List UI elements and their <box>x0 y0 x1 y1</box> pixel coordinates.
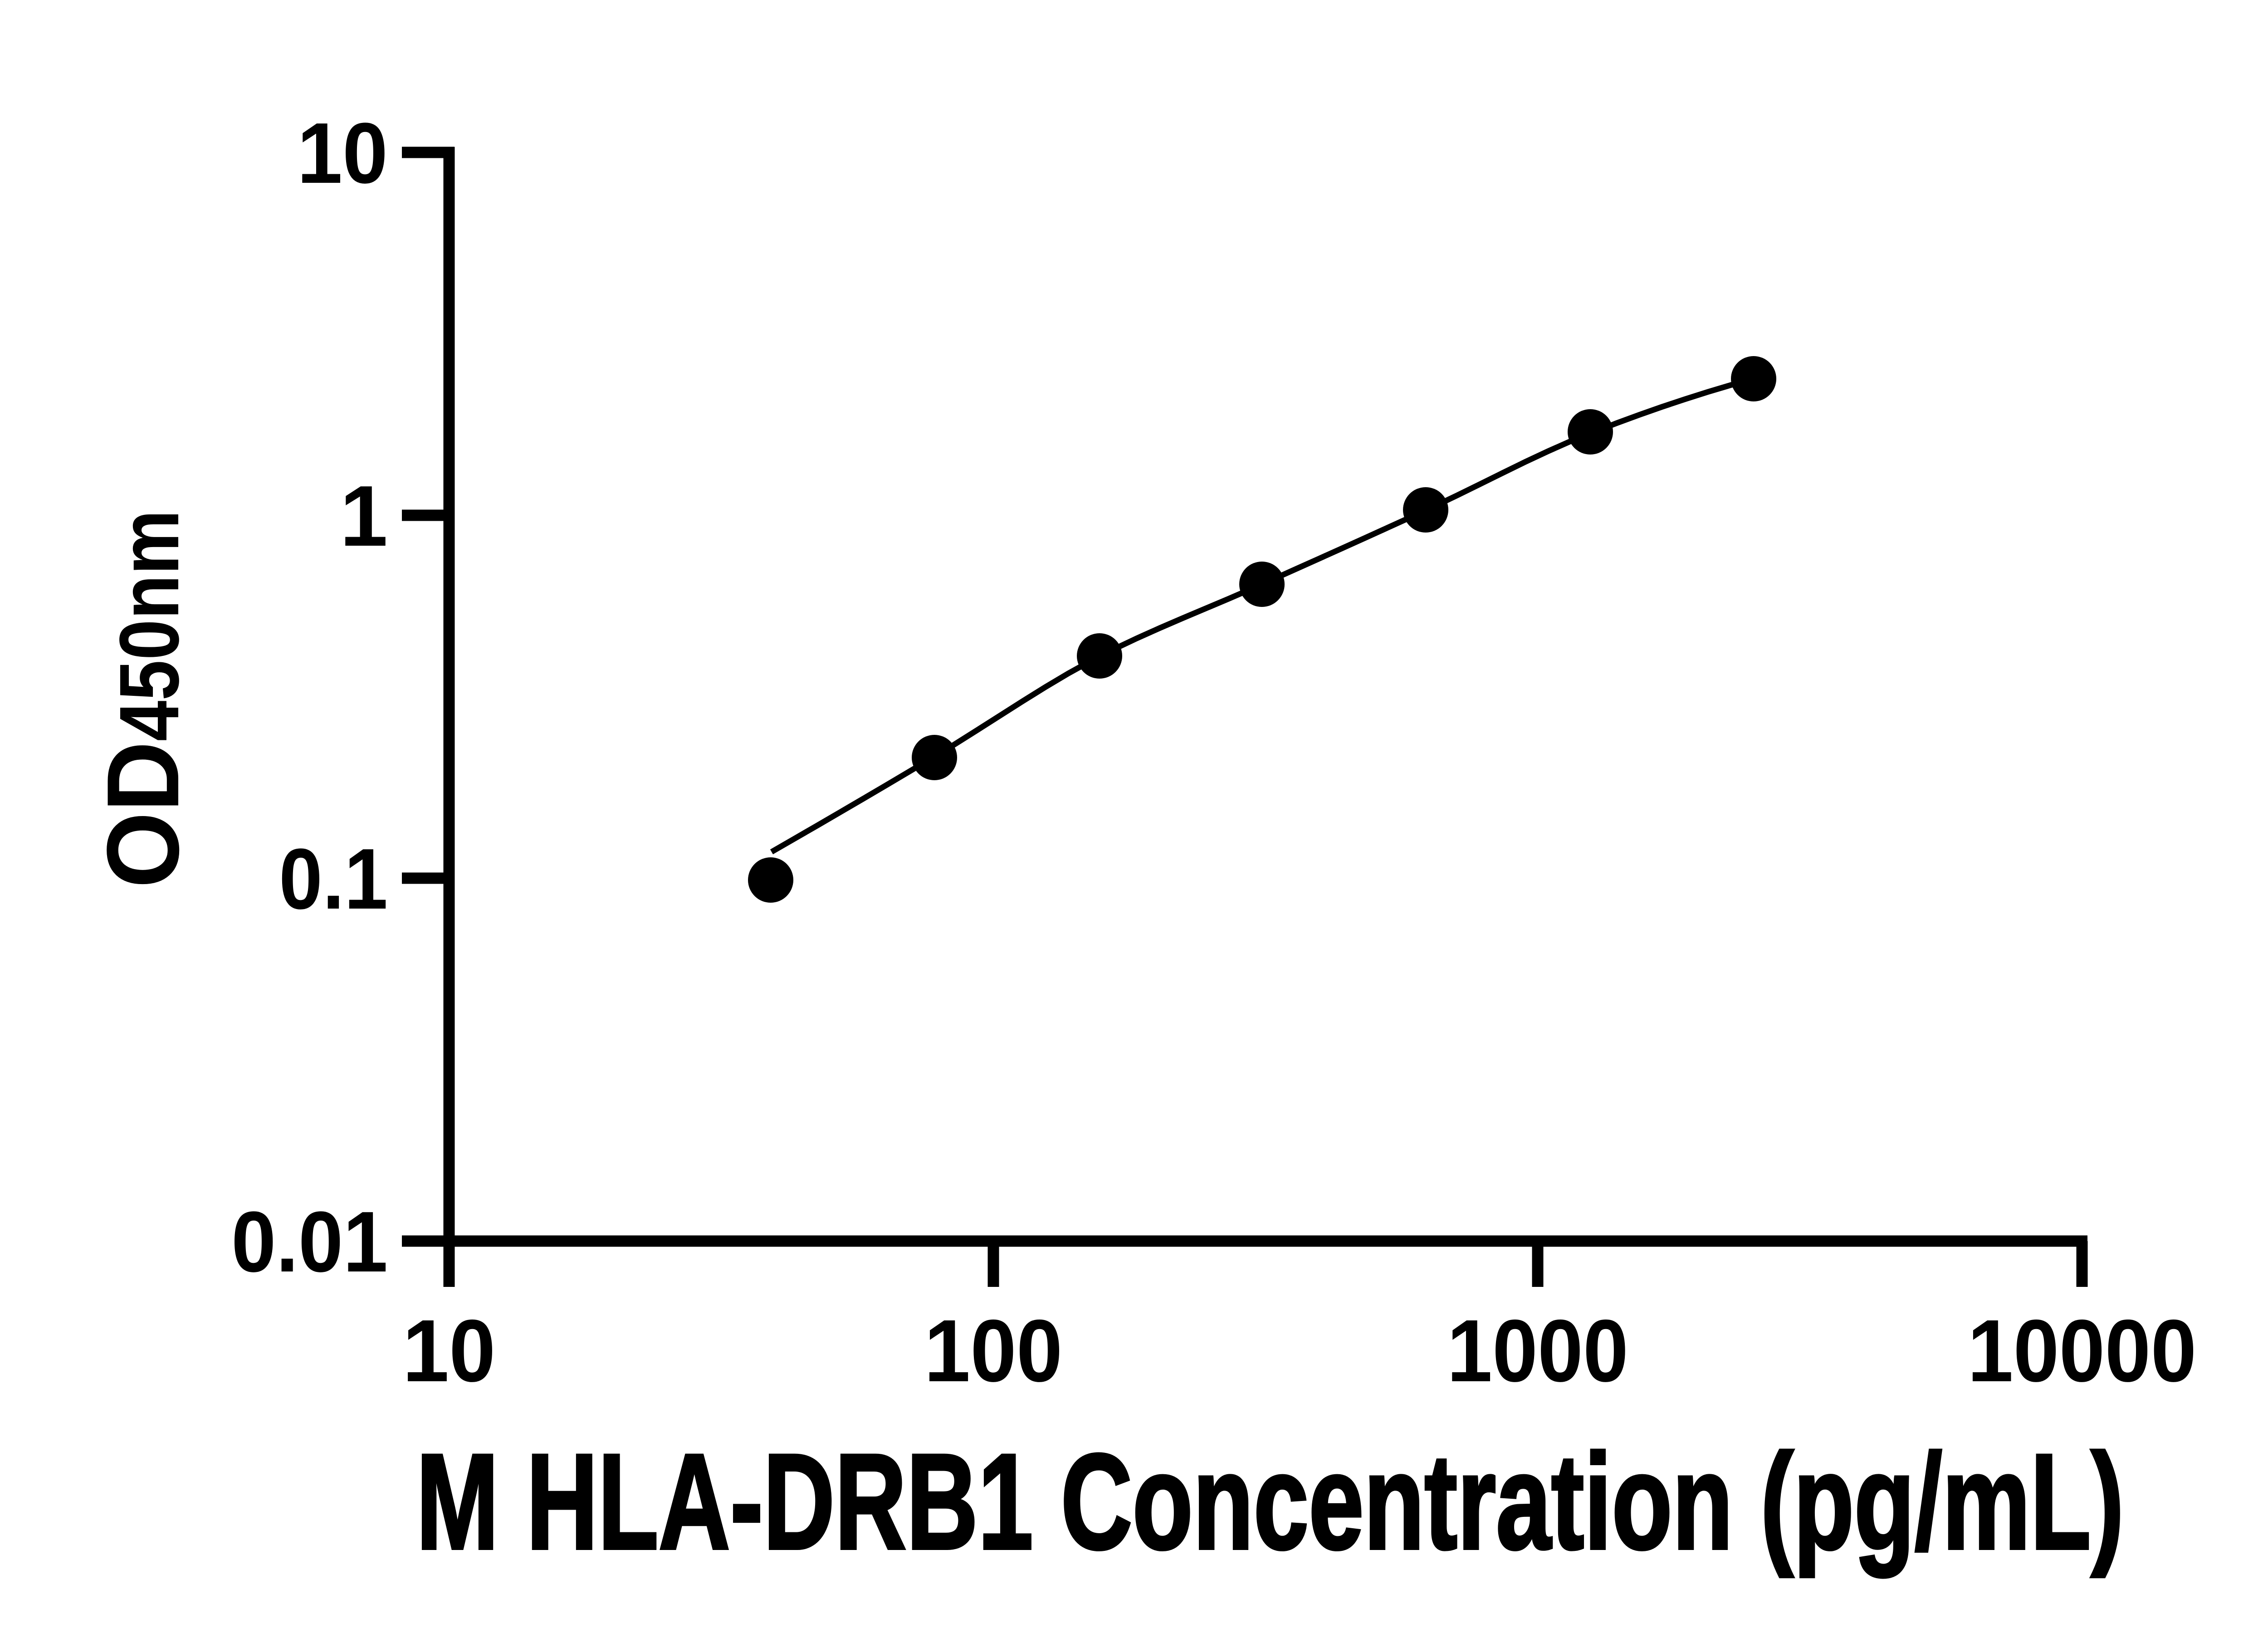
svg-text:0.01: 0.01 <box>231 1194 388 1290</box>
svg-text:1000: 1000 <box>1447 1301 1628 1400</box>
svg-text:100: 100 <box>924 1301 1063 1400</box>
svg-text:0.1: 0.1 <box>279 831 388 927</box>
svg-text:450nm: 450nm <box>103 510 196 741</box>
svg-text:M HLA-DRB1 Concentration (pg/m: M HLA-DRB1 Concentration (pg/mL) <box>416 1425 2124 1579</box>
svg-text:10: 10 <box>297 105 388 201</box>
svg-text:1: 1 <box>340 468 388 564</box>
svg-text:10: 10 <box>403 1301 496 1400</box>
svg-text:OD: OD <box>85 741 200 888</box>
svg-text:10000: 10000 <box>1968 1301 2197 1400</box>
